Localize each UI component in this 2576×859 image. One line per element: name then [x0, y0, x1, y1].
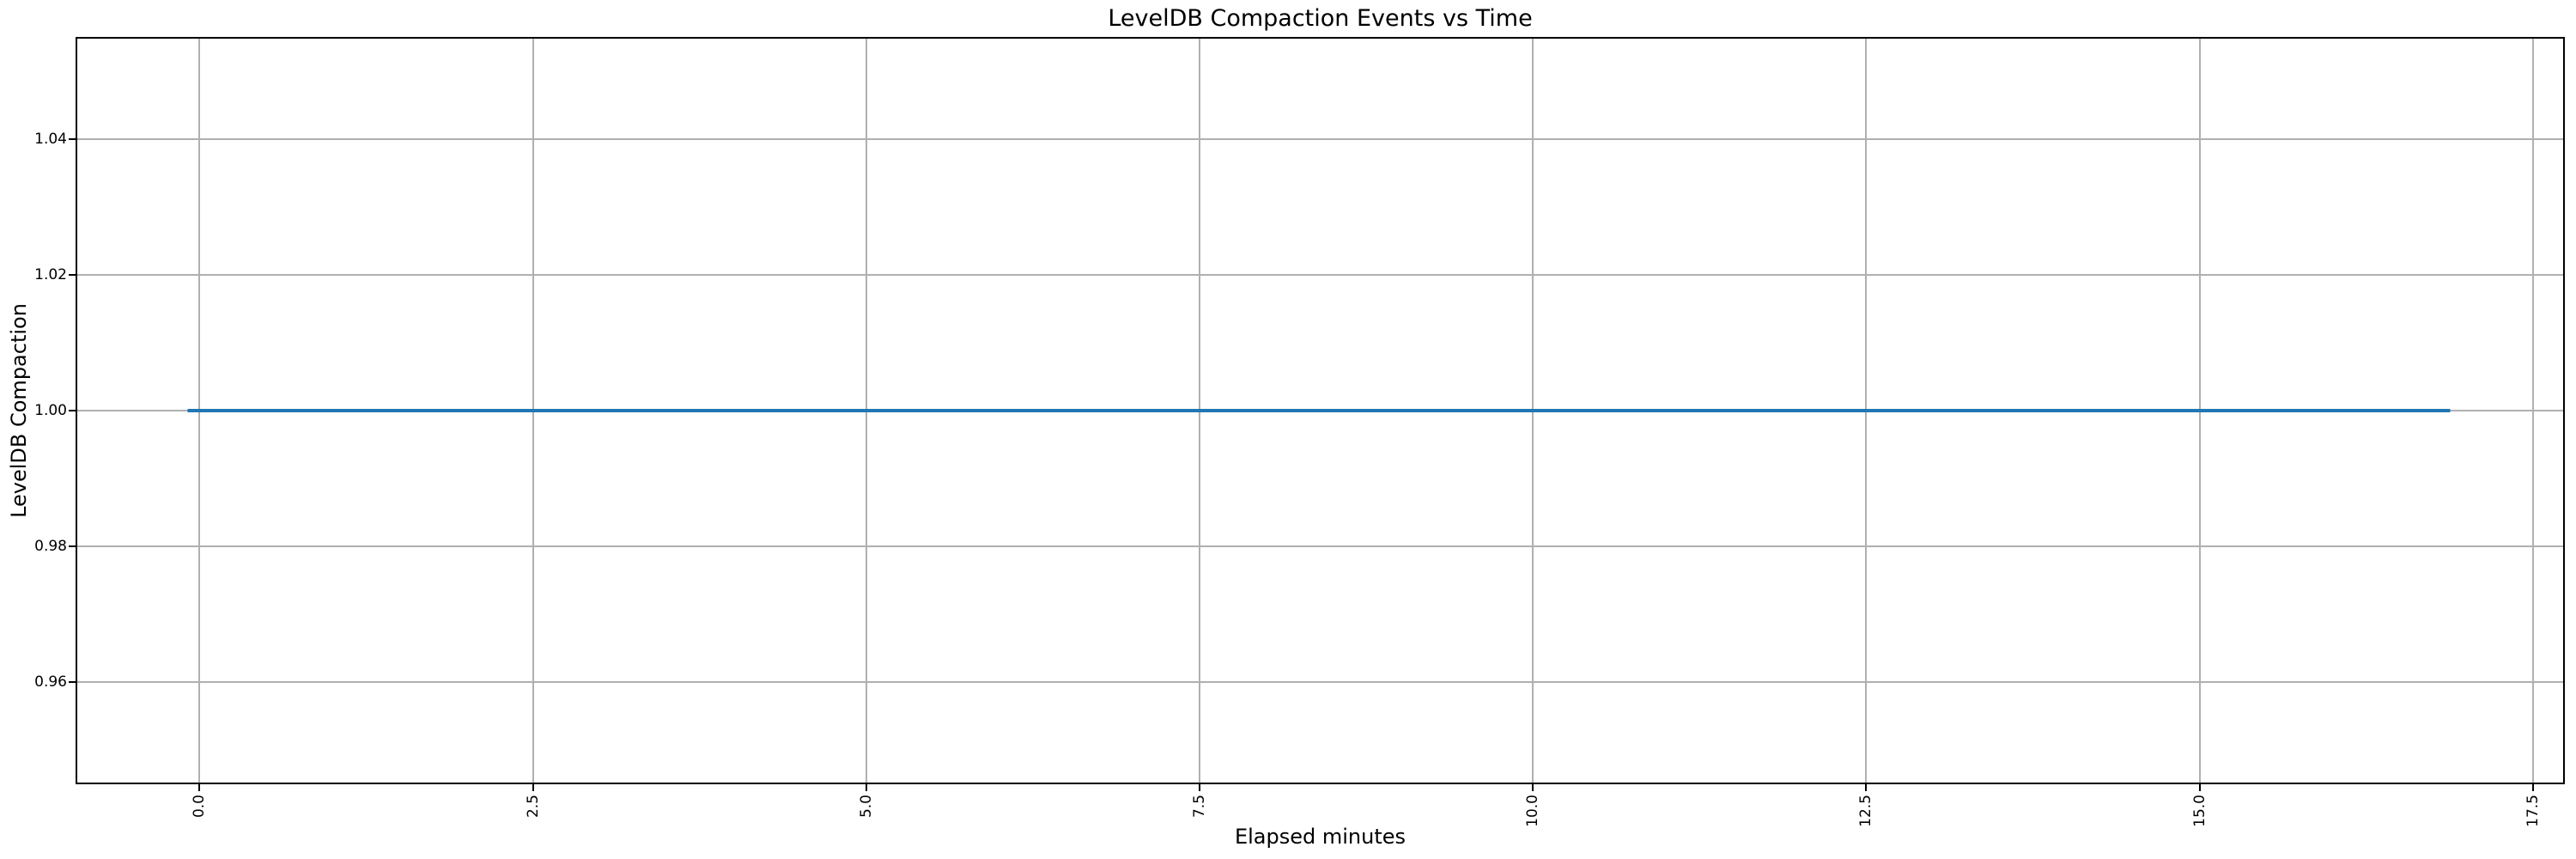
y-gridline	[76, 545, 2565, 548]
y-gridline	[76, 273, 2565, 276]
plot-area	[76, 37, 2565, 784]
x-tick-mark	[2531, 784, 2534, 791]
y-tick-mark	[69, 137, 76, 140]
x-tick-label: 10.0	[1524, 795, 1542, 827]
x-tick-label: 17.5	[2524, 795, 2542, 827]
y-axis-label: LevelDB Compaction	[7, 303, 31, 518]
x-tick-label: 5.0	[857, 795, 875, 819]
x-tick-label: 0.0	[191, 795, 209, 819]
y-tick-mark	[69, 681, 76, 684]
x-tick-mark	[865, 784, 867, 791]
y-tick-mark	[69, 273, 76, 276]
y-tick-label: 1.00	[34, 402, 67, 419]
y-gridline	[76, 137, 2565, 140]
x-tick-label: 2.5	[524, 795, 542, 819]
y-gridline	[76, 681, 2565, 684]
x-tick-label: 7.5	[1190, 795, 1208, 819]
x-tick-mark	[198, 784, 201, 791]
x-tick-label: 12.5	[1857, 795, 1875, 827]
x-tick-mark	[1198, 784, 1200, 791]
x-tick-mark	[2198, 784, 2201, 791]
x-axis-label: Elapsed minutes	[1234, 825, 1406, 849]
x-tick-mark	[1532, 784, 1534, 791]
y-tick-label: 0.96	[34, 673, 67, 691]
y-tick-mark	[69, 410, 76, 411]
y-tick-label: 1.02	[34, 265, 67, 283]
y-tick-label: 0.98	[34, 538, 67, 556]
x-tick-label: 15.0	[2190, 795, 2208, 827]
y-tick-mark	[69, 545, 76, 548]
x-tick-mark	[532, 784, 534, 791]
y-tick-label: 1.04	[34, 130, 67, 148]
x-tick-mark	[1865, 784, 1868, 791]
chart-title: LevelDB Compaction Events vs Time	[1108, 5, 1533, 32]
